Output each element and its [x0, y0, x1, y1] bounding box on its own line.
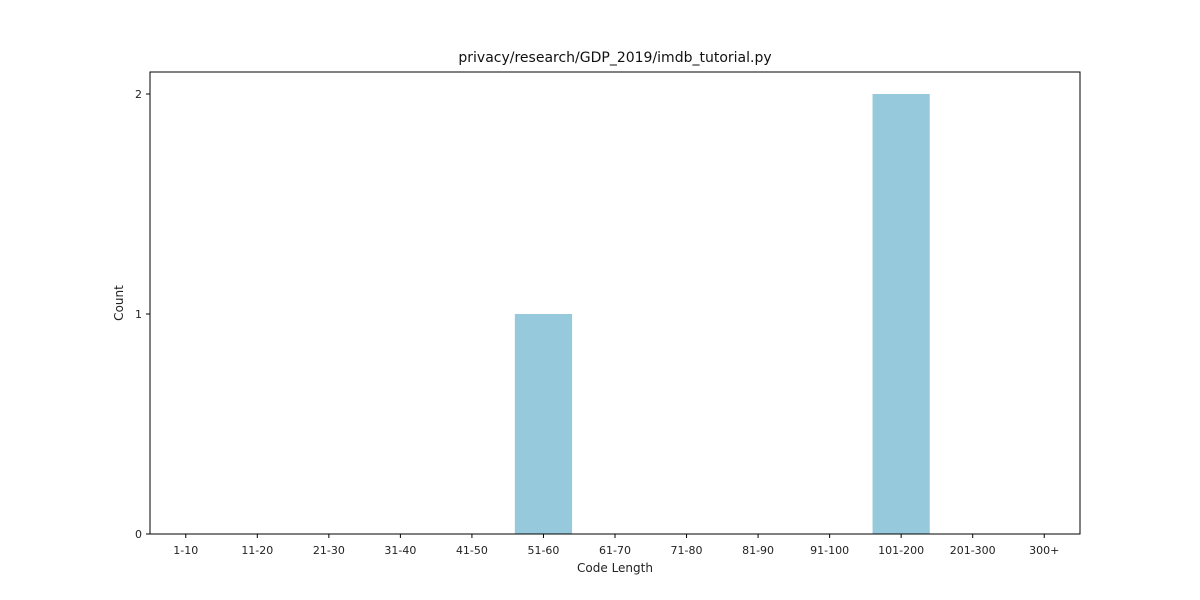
plot-frame [149, 71, 1081, 535]
x-axis-ticks: 1-10 11-20 21-30 31-40 41-50 51-60 61-70 71-80 8… [173, 534, 1059, 557]
x-tick-label: 91-100 [810, 544, 849, 557]
x-tick-label: 51-60 [527, 544, 559, 557]
y-tick-label: 0 [135, 528, 142, 541]
x-tick-label: 81-90 [742, 544, 774, 557]
x-tick-label: 21-30 [313, 544, 345, 557]
x-tick-label: 31-40 [384, 544, 416, 557]
x-tick-label: 1-10 [173, 544, 198, 557]
x-tick-label: 41-50 [456, 544, 488, 557]
x-tick-label: 201-300 [950, 544, 996, 557]
chart-title: privacy/research/GDP_2019/imdb_tutorial.… [458, 50, 771, 66]
y-axis-ticks: 0 1 2 [135, 88, 150, 541]
x-tick-label: 300+ [1029, 544, 1059, 557]
y-tick-label: 1 [135, 308, 142, 321]
bar-51-60 [514, 314, 573, 534]
bars-layer [514, 94, 930, 534]
x-tick-label: 71-80 [671, 544, 703, 557]
x-tick-label: 101-200 [878, 544, 924, 557]
y-axis-title: Count [112, 285, 126, 321]
bar-101-200 [872, 94, 930, 534]
x-tick-label: 61-70 [599, 544, 631, 557]
x-tick-label: 11-20 [241, 544, 273, 557]
y-tick-label: 2 [135, 88, 142, 101]
x-axis-title: Code Length [577, 561, 653, 575]
